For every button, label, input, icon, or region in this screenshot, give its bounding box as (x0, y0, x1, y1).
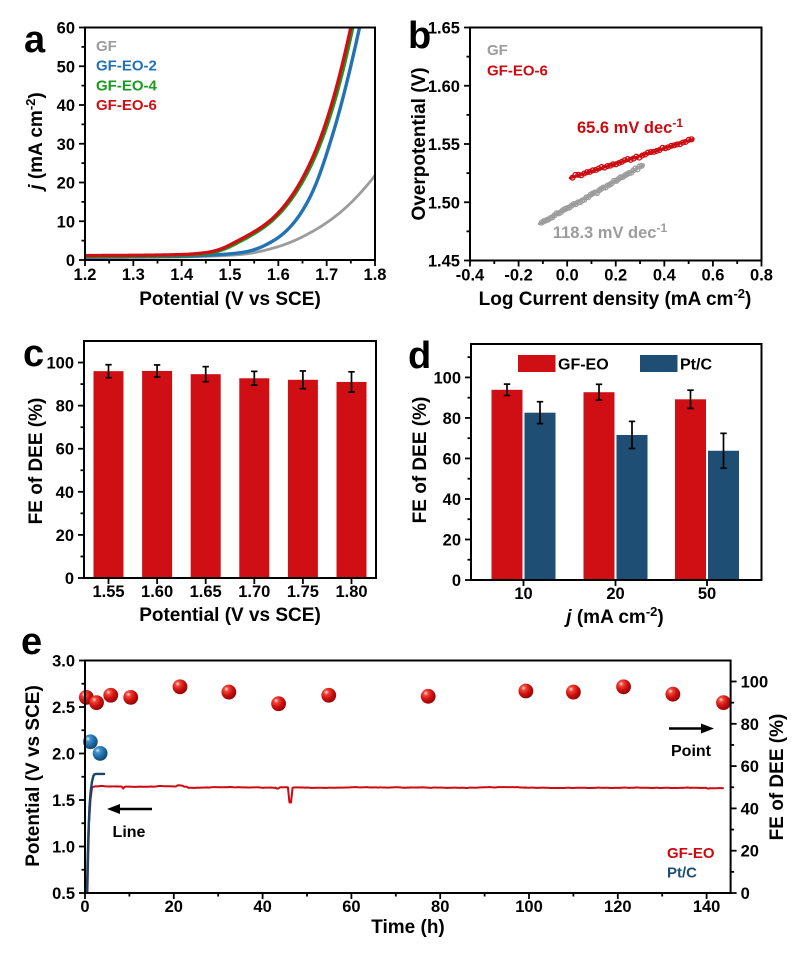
svg-text:0.6: 0.6 (701, 267, 724, 285)
svg-text:50: 50 (57, 58, 75, 76)
svg-text:Potential (V vs SCE): Potential (V vs SCE) (23, 685, 44, 867)
svg-text:1.2: 1.2 (74, 266, 97, 284)
svg-text:Potential (V vs SCE): Potential (V vs SCE) (139, 289, 321, 310)
svg-text:60: 60 (342, 898, 360, 916)
svg-text:1.65: 1.65 (190, 583, 222, 601)
svg-text:d: d (408, 335, 431, 377)
svg-text:1.55: 1.55 (92, 583, 124, 601)
svg-text:Potential (V vs SCE): Potential (V vs SCE) (139, 605, 321, 626)
svg-text:0.0: 0.0 (556, 267, 579, 285)
svg-text:1.4: 1.4 (170, 266, 194, 284)
svg-text:140: 140 (693, 898, 721, 916)
svg-text:FE of DEE (%): FE of DEE (%) (26, 398, 47, 525)
svg-text:Overpotential (V): Overpotential (V) (409, 67, 430, 220)
svg-text:100: 100 (741, 674, 769, 692)
svg-text:j (mA cm-2): j (mA cm-2) (23, 92, 47, 192)
svg-text:GF-EO-6: GF-EO-6 (96, 97, 157, 114)
svg-text:-0.4: -0.4 (456, 267, 485, 285)
svg-text:10: 10 (57, 213, 75, 231)
svg-text:40: 40 (741, 800, 759, 818)
svg-text:1.65: 1.65 (428, 20, 460, 38)
svg-text:3.0: 3.0 (52, 653, 75, 671)
svg-text:1.3: 1.3 (122, 266, 145, 284)
svg-text:0.4: 0.4 (653, 267, 677, 285)
svg-text:1.6: 1.6 (267, 266, 290, 284)
svg-text:GF-EO: GF-EO (558, 357, 609, 374)
svg-text:1.7: 1.7 (315, 266, 338, 284)
svg-text:0: 0 (66, 252, 75, 270)
svg-text:80: 80 (741, 716, 759, 734)
svg-text:1.80: 1.80 (335, 583, 367, 601)
svg-text:20: 20 (741, 843, 759, 861)
svg-text:Pt/C: Pt/C (680, 357, 712, 374)
svg-text:0: 0 (452, 572, 461, 590)
svg-text:50: 50 (698, 585, 716, 603)
svg-text:1.50: 1.50 (428, 194, 460, 212)
svg-text:20: 20 (57, 175, 75, 193)
svg-text:1.5: 1.5 (52, 792, 75, 810)
svg-text:118.3 mV dec-1: 118.3 mV dec-1 (553, 221, 668, 242)
svg-text:1.0: 1.0 (52, 839, 75, 857)
svg-text:100: 100 (433, 369, 461, 387)
svg-text:2.0: 2.0 (52, 746, 75, 764)
svg-text:60: 60 (57, 20, 75, 38)
svg-text:GF-EO-6: GF-EO-6 (487, 63, 548, 80)
svg-text:20: 20 (606, 585, 624, 603)
svg-text:j (mA cm-2): j (mA cm-2) (563, 604, 663, 628)
svg-text:100: 100 (46, 355, 74, 373)
svg-text:GF-EO-4: GF-EO-4 (96, 78, 157, 95)
svg-text:40: 40 (56, 484, 74, 502)
svg-text:0: 0 (80, 898, 89, 916)
svg-text:GF: GF (487, 42, 508, 59)
svg-text:80: 80 (431, 898, 449, 916)
svg-text:40: 40 (57, 97, 75, 115)
svg-text:60: 60 (741, 758, 759, 776)
svg-text:120: 120 (604, 898, 632, 916)
svg-text:100: 100 (515, 898, 543, 916)
svg-text:a: a (24, 19, 46, 61)
svg-text:GF: GF (96, 38, 117, 55)
svg-text:20: 20 (165, 898, 183, 916)
svg-text:1.75: 1.75 (287, 583, 319, 601)
svg-text:65.6 mV dec-1: 65.6 mV dec-1 (577, 116, 683, 137)
svg-text:Point: Point (671, 743, 712, 760)
svg-text:FE of DEE (%): FE of DEE (%) (410, 397, 431, 524)
svg-text:e: e (21, 621, 42, 663)
svg-text:0: 0 (741, 885, 750, 903)
svg-text:0: 0 (65, 570, 74, 588)
svg-text:1.45: 1.45 (428, 253, 460, 271)
svg-text:30: 30 (57, 136, 75, 154)
svg-text:60: 60 (56, 441, 74, 459)
svg-text:FE of DEE (%): FE of DEE (%) (767, 714, 788, 841)
svg-text:40: 40 (443, 491, 461, 509)
svg-text:1.5: 1.5 (219, 266, 242, 284)
svg-text:10: 10 (514, 585, 532, 603)
svg-text:2.5: 2.5 (52, 699, 75, 717)
svg-text:0.2: 0.2 (604, 267, 627, 285)
svg-text:Time (h): Time (h) (371, 917, 445, 938)
svg-text:0.8: 0.8 (750, 267, 773, 285)
svg-text:Log Current density (mA cm-2): Log Current density (mA cm-2) (479, 286, 752, 310)
svg-text:0.5: 0.5 (52, 885, 75, 903)
svg-text:20: 20 (56, 527, 74, 545)
svg-text:b: b (408, 15, 431, 57)
svg-text:40: 40 (253, 898, 271, 916)
svg-text:80: 80 (443, 410, 461, 428)
svg-text:80: 80 (56, 398, 74, 416)
svg-text:GF-EO-2: GF-EO-2 (96, 58, 157, 75)
svg-text:1.60: 1.60 (141, 583, 173, 601)
svg-text:60: 60 (443, 450, 461, 468)
svg-text:Pt/C: Pt/C (667, 865, 697, 882)
svg-text:Line: Line (113, 824, 146, 841)
svg-text:20: 20 (443, 531, 461, 549)
svg-text:1.55: 1.55 (428, 136, 460, 154)
svg-text:c: c (23, 333, 44, 375)
svg-text:1.70: 1.70 (238, 583, 270, 601)
svg-text:GF-EO: GF-EO (667, 845, 715, 862)
svg-text:1.8: 1.8 (364, 266, 387, 284)
svg-text:1.60: 1.60 (428, 78, 460, 96)
svg-text:-0.2: -0.2 (504, 267, 532, 285)
